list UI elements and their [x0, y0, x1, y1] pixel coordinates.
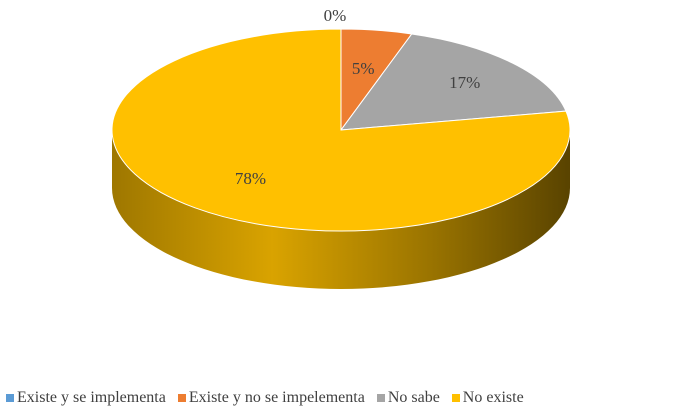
legend-swatch [6, 394, 14, 402]
data-label: 78% [235, 169, 266, 188]
pie-side-3 [112, 130, 570, 289]
legend-label: Existe y se implementa [17, 389, 166, 406]
legend: Existe y se implementa Existe y no se imp… [6, 386, 682, 410]
data-labels: 0% 5% 17% 78% [235, 6, 480, 188]
legend-item: No sabe [376, 389, 440, 407]
legend-swatch [177, 394, 186, 402]
legend-item: Existe y se implementa [6, 389, 166, 407]
pie-slice-no-existe [111, 28, 571, 232]
legend-swatch [376, 394, 385, 402]
pie-sides [112, 130, 570, 289]
legend-label: No existe [462, 389, 524, 406]
legend-item: Existe y no se impelementa [177, 389, 365, 407]
data-label: 17% [449, 73, 480, 92]
legend-item: No existe [451, 389, 524, 407]
legend-label: Existe y no se impelementa [188, 389, 365, 406]
pie-slice-no-sabe [339, 33, 567, 131]
data-label: 0% [324, 6, 347, 25]
pie-top-slices [111, 28, 571, 232]
legend-label: No sabe [387, 389, 440, 406]
data-label: 5% [352, 59, 375, 78]
legend-swatch [451, 394, 460, 402]
